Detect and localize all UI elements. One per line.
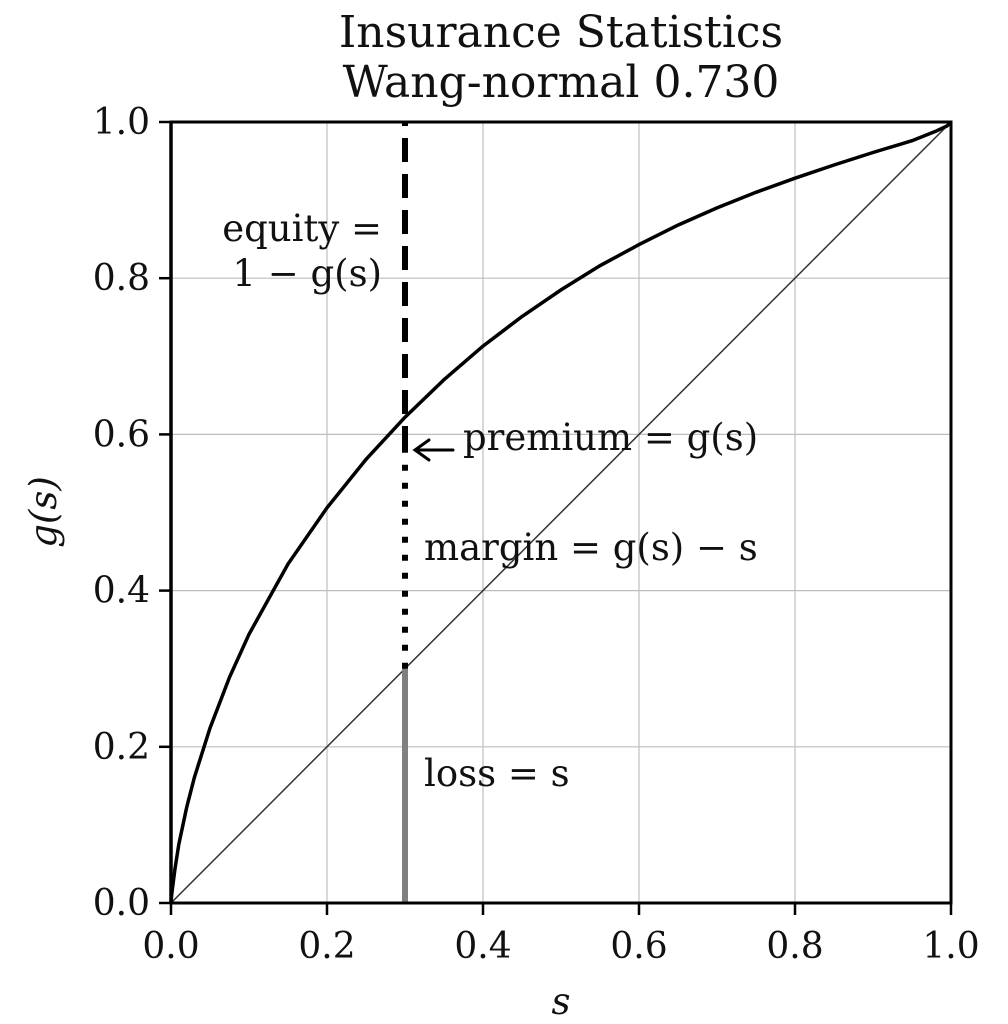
x-axis-ticks: 0.0 0.2 0.4 0.6 0.8 1.0	[142, 903, 980, 967]
premium-arrow	[412, 438, 455, 462]
chart-title: Insurance Statistics	[339, 7, 783, 58]
plot-frame	[169, 120, 953, 905]
premium-label: premium = g(s)	[463, 416, 758, 459]
x-tick-label: 0.8	[766, 926, 823, 967]
x-axis-label: s	[552, 980, 571, 1023]
y-tick-label: 1.0	[93, 102, 150, 143]
x-tick-label: 1.0	[922, 926, 979, 967]
loss-label: loss = s	[424, 752, 570, 795]
y-tick-label: 0.4	[93, 571, 150, 612]
chart-subtitle: Wang-normal 0.730	[343, 57, 780, 108]
distortion-curve	[169, 120, 953, 904]
y-axis-label: g(s)	[22, 476, 65, 548]
equity-label-line2: 1 − g(s)	[232, 252, 382, 295]
x-tick-label: 0.4	[454, 926, 511, 967]
x-tick-label: 0.0	[142, 926, 199, 967]
y-tick-label: 0.8	[93, 258, 150, 299]
y-tick-label: 0.2	[93, 727, 150, 768]
y-tick-label: 0.6	[93, 414, 150, 455]
y-tick-label: 0.0	[93, 883, 150, 924]
margin-label: margin = g(s) − s	[424, 526, 758, 569]
equity-label-line1: equity =	[222, 207, 382, 250]
x-tick-label: 0.2	[298, 926, 355, 967]
x-tick-label: 0.6	[610, 926, 667, 967]
y-axis-ticks: 0.0 0.2 0.4 0.6 0.8 1.0	[93, 102, 171, 924]
reference-diagonal-line	[170, 121, 952, 904]
